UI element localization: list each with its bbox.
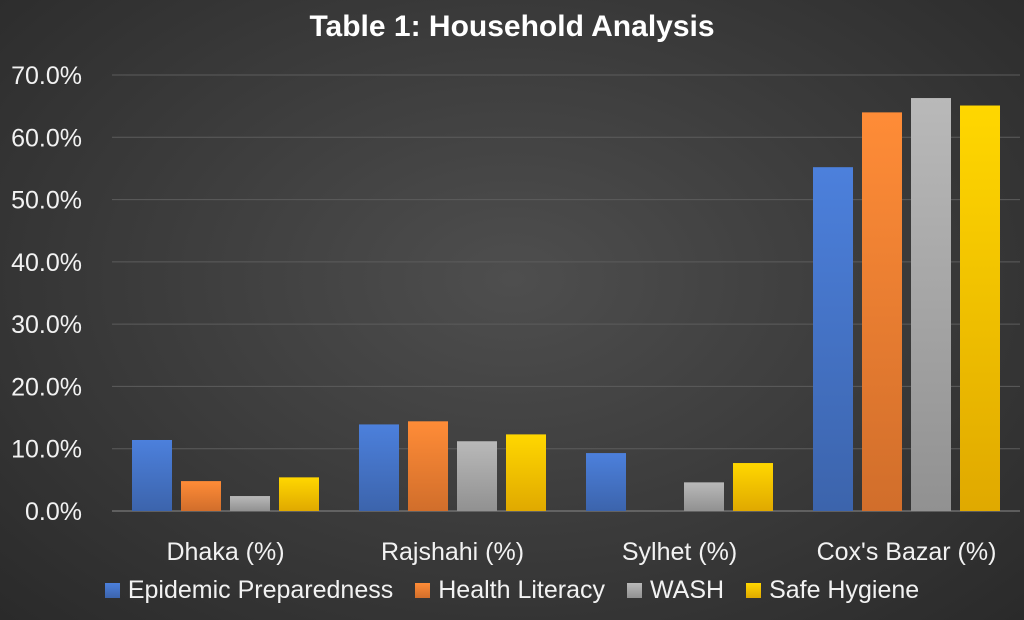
bar-0-0 bbox=[132, 439, 172, 511]
bar-3-3 bbox=[960, 105, 1000, 512]
y-tick-label: 30.0% bbox=[11, 311, 82, 339]
chart-title: Table 1: Household Analysis bbox=[309, 10, 715, 43]
x-tick-label: Cox's Bazar (%) bbox=[817, 538, 997, 566]
bar-2-3 bbox=[911, 98, 951, 511]
bar-0-2 bbox=[586, 453, 626, 511]
legend-item-1: Health Literacy bbox=[415, 576, 605, 605]
x-tick-label: Sylhet (%) bbox=[622, 538, 737, 566]
bar-3-2 bbox=[733, 463, 773, 511]
x-tick-label: Dhaka (%) bbox=[166, 538, 284, 566]
legend-swatch-0 bbox=[104, 583, 120, 598]
bar-2-2 bbox=[684, 482, 724, 511]
y-tick-label: 50.0% bbox=[11, 187, 82, 215]
legend-item-2: WASH bbox=[626, 576, 725, 605]
bar-1-3 bbox=[862, 112, 902, 511]
legend-label-3: Safe Hygiene bbox=[769, 576, 920, 604]
y-tick-label: 70.0% bbox=[11, 62, 82, 90]
bar-3-1 bbox=[506, 434, 546, 511]
legend-swatch-1 bbox=[415, 583, 431, 598]
bar-2-1 bbox=[457, 441, 497, 511]
chart-legend: Epidemic Preparedness Health Literacy WA… bbox=[0, 576, 1024, 605]
legend-swatch-2 bbox=[626, 583, 642, 598]
bar-3-0 bbox=[279, 477, 319, 511]
y-tick-label: 0.0% bbox=[25, 498, 82, 526]
bar-0-3 bbox=[813, 167, 853, 511]
legend-item-0: Epidemic Preparedness bbox=[104, 576, 394, 605]
legend-label-2: WASH bbox=[649, 576, 725, 604]
y-tick-label: 20.0% bbox=[11, 373, 82, 401]
y-tick-label: 10.0% bbox=[11, 436, 82, 464]
x-tick-label: Rajshahi (%) bbox=[381, 538, 524, 566]
bar-2-0 bbox=[230, 496, 270, 511]
y-tick-label: 40.0% bbox=[11, 249, 82, 277]
legend-label-1: Health Literacy bbox=[438, 576, 605, 604]
y-tick-label: 60.0% bbox=[11, 124, 82, 152]
legend-label-0: Epidemic Preparedness bbox=[127, 576, 394, 604]
legend-swatch-3 bbox=[746, 583, 762, 598]
bar-1-1 bbox=[408, 421, 448, 511]
legend-item-3: Safe Hygiene bbox=[746, 576, 919, 605]
bar-1-0 bbox=[181, 481, 221, 511]
bar-0-1 bbox=[359, 424, 399, 511]
